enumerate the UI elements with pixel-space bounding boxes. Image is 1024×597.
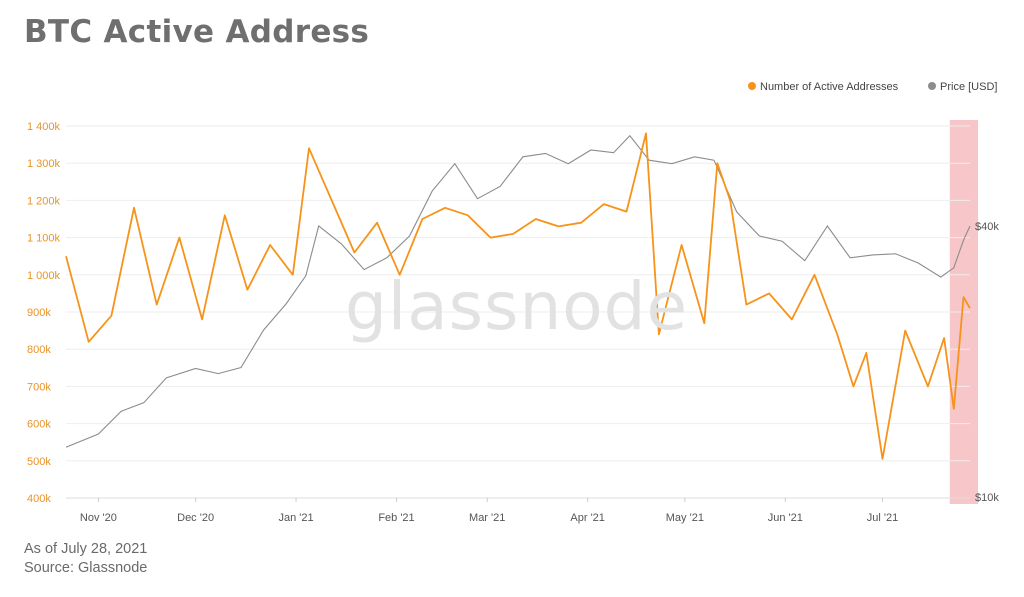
legend-marker-price — [928, 82, 936, 90]
x-tick-label: May '21 — [666, 512, 704, 524]
watermark: glassnode — [345, 268, 689, 345]
active-addresses-series-line — [65, 132, 971, 460]
chart-title: BTC Active Address — [24, 14, 370, 50]
y-left-tick-label: 400k — [27, 493, 51, 505]
left-axis: 400k 500k 600k 700k 800k 900k 1 000k 1 100k 1 20… — [27, 121, 61, 505]
legend: Number of Active Addresses Price [USD] — [748, 81, 997, 93]
y-left-tick-label: 1 300k — [27, 158, 61, 170]
x-axis: Nov '20 Dec '20 Jan '21 Feb '21 Mar '21 Apr '… — [80, 498, 898, 524]
y-left-tick-label: 700k — [27, 381, 51, 393]
legend-label-price: Price [USD] — [940, 81, 997, 93]
x-tick-label: Apr '21 — [570, 512, 605, 524]
x-tick-label: Jan '21 — [278, 512, 313, 524]
right-axis: $10k $40k — [975, 221, 999, 504]
legend-label-active: Number of Active Addresses — [760, 81, 899, 93]
y-right-tick-label: $10k — [975, 492, 999, 504]
y-left-tick-label: 1 000k — [27, 270, 61, 282]
footer: As of July 28, 2021 Source: Glassnode — [24, 540, 147, 578]
x-tick-label: Mar '21 — [469, 512, 505, 524]
y-left-tick-label: 1 100k — [27, 233, 61, 245]
y-left-tick-label: 600k — [27, 419, 51, 431]
y-left-tick-label: 900k — [27, 307, 51, 319]
y-left-tick-label: 1 200k — [27, 195, 61, 207]
x-tick-label: Dec '20 — [177, 512, 214, 524]
as-of-date: As of July 28, 2021 — [24, 541, 148, 557]
y-left-tick-label: 800k — [27, 344, 51, 356]
x-tick-label: Jun '21 — [768, 512, 803, 524]
x-tick-label: Feb '21 — [378, 512, 414, 524]
y-left-tick-label: 500k — [27, 456, 51, 468]
y-right-tick-label: $40k — [975, 221, 999, 233]
price-series-line — [65, 134, 971, 448]
y-left-tick-label: 1 400k — [27, 121, 61, 133]
legend-marker-active — [748, 82, 756, 90]
source-note: Source: Glassnode — [24, 560, 148, 576]
x-tick-label: Nov '20 — [80, 512, 117, 524]
x-tick-label: Jul '21 — [867, 512, 898, 524]
